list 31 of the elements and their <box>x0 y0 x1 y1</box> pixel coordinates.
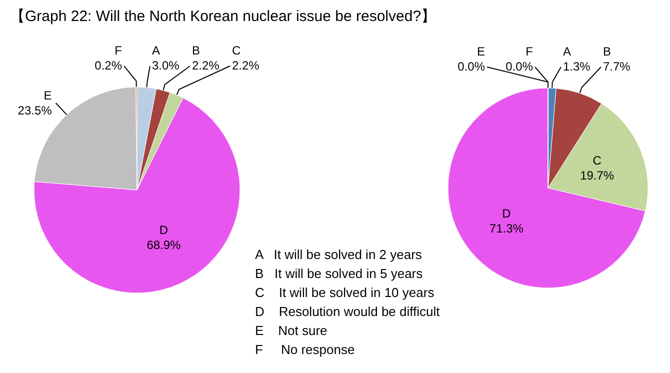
slice-label: B <box>192 44 200 58</box>
text: D Resolution would be difficult <box>255 304 440 319</box>
category-label: F <box>526 44 533 58</box>
slice-label: E <box>44 88 52 102</box>
text: 0.0% <box>506 60 533 74</box>
data-label: 0.2% <box>94 58 122 72</box>
data-label: 19.7% <box>580 168 614 183</box>
text: F No response <box>255 342 355 357</box>
data-label: 3.0% <box>152 58 180 72</box>
text: 0.0% <box>458 60 485 74</box>
slice-label: A <box>152 44 160 58</box>
data-label: 2.2% <box>192 58 220 72</box>
text: B It will be solved in 5 years <box>255 266 424 281</box>
slice-label: B <box>603 44 612 58</box>
slice-label: D <box>159 223 168 238</box>
slice-label: D <box>502 206 512 220</box>
slice-label: F <box>114 44 122 58</box>
data-label: 2.2% <box>232 58 260 72</box>
data-label: 23.5% <box>18 103 52 118</box>
chart-title: 【Graph 22: Will the North Korean nuclear issue be resolved?】 <box>10 8 436 25</box>
data-label: 68.9% <box>146 238 182 252</box>
text: C It will be solved in 10 years <box>255 285 435 300</box>
slice-label: C <box>592 154 602 168</box>
slice-label: C <box>232 44 241 58</box>
slice-label: A <box>563 44 572 58</box>
data-label: 71.3% <box>489 221 524 236</box>
data-label: 7.7% <box>603 60 631 74</box>
text: E Not sure <box>255 323 328 338</box>
text: A It will be solved in 2 years <box>255 247 422 262</box>
category-label: E <box>476 44 485 58</box>
data-label: 1.3% <box>563 60 591 74</box>
